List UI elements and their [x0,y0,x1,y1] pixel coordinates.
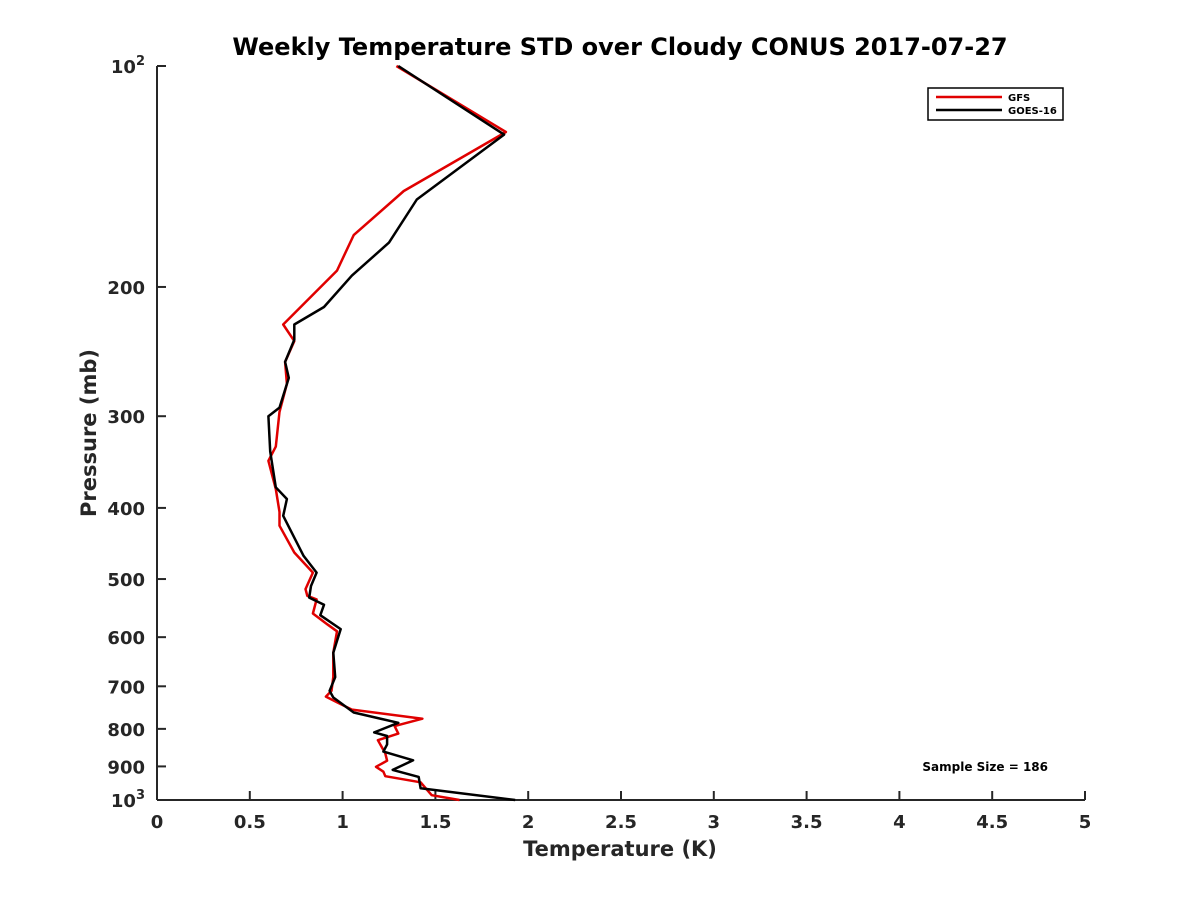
y-axis-label: Pressure (mb) [77,349,101,517]
y-tick-label: 300 [107,407,145,428]
x-tick-label: 4.5 [976,812,1008,833]
x-tick-label: 5 [1079,812,1092,833]
x-tick-label: 1 [336,812,349,833]
legend: GFS GOES-16 [927,87,1064,121]
x-tick-label: 2 [522,812,535,833]
y-tick-label: 600 [107,628,145,649]
x-tick-label: 3.5 [791,812,823,833]
x-tick-label: 0 [151,812,164,833]
y-tick-label: 800 [107,720,145,741]
axes: 0 0.5 1 1.5 2 2.5 3 3.5 4 4.5 51022003004005006007… [107,54,1091,833]
series-line-gfs [267,64,508,802]
y-tick-label: 200 [107,278,145,299]
x-tick-label: 3 [708,812,721,833]
x-tick-label: 0.5 [234,812,266,833]
x-tick-label: 4 [893,812,906,833]
y-tick-label: 500 [107,570,145,591]
plot-series [267,64,516,802]
sample-size-annotation: Sample Size = 186 [922,760,1048,774]
y-tick-label: 700 [107,677,145,698]
x-tick-label: 2.5 [605,812,637,833]
x-axis-label: Temperature (K) [523,837,717,861]
legend-label: GFS [1008,93,1030,104]
y-tick-label: 900 [107,757,145,778]
y-tick-label: 400 [107,499,145,520]
legend-label: GOES-16 [1008,106,1057,117]
x-tick-label: 1.5 [419,812,451,833]
chart-title: Weekly Temperature STD over Cloudy CONUS… [232,33,1007,61]
series-line-goes-16 [267,64,516,802]
legend-box [927,87,1064,121]
